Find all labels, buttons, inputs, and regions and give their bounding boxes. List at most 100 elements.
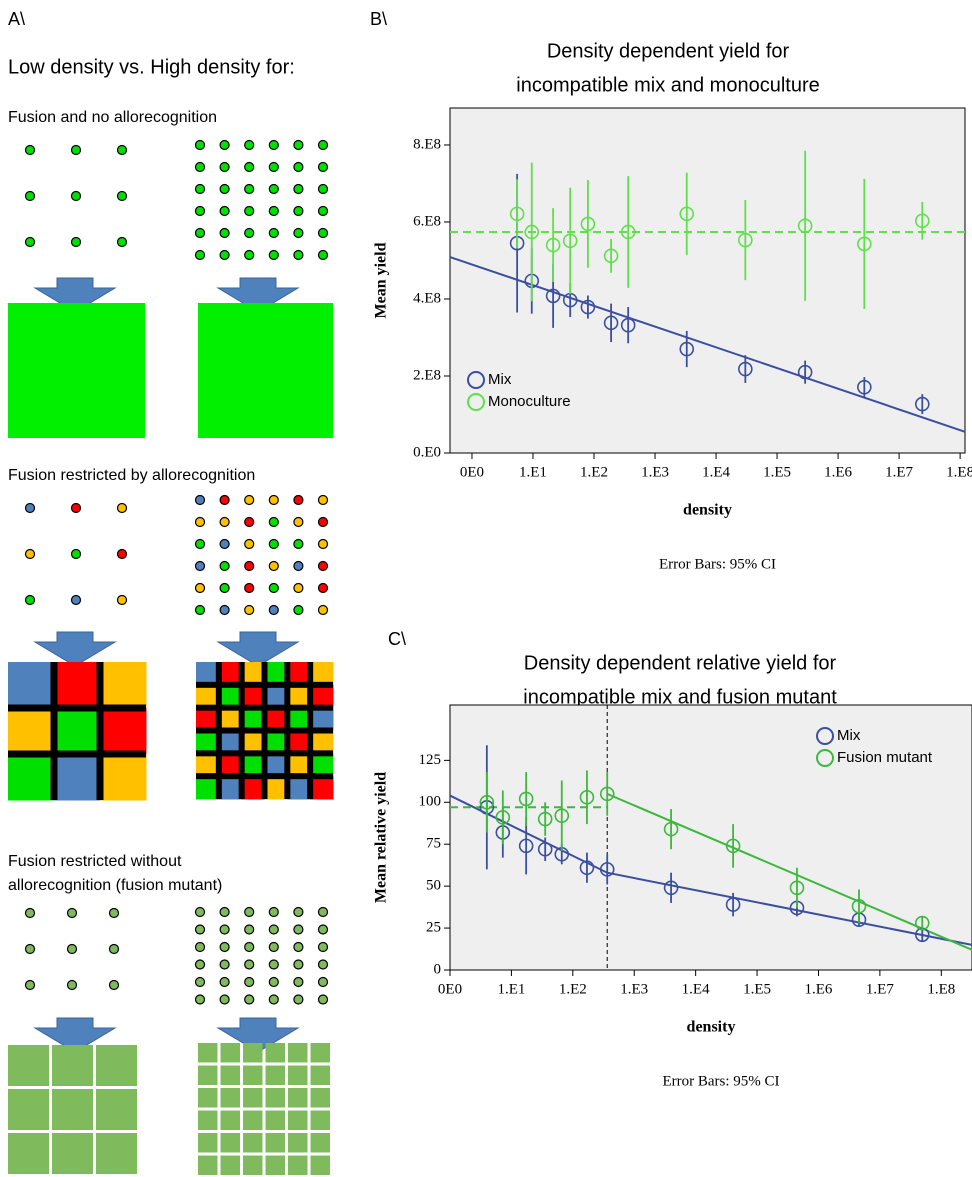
cell-dot [66,943,78,955]
data-point [851,898,867,914]
cell-dot [116,190,128,202]
y-tick-label: 0 [434,961,442,977]
data-point [545,288,561,304]
cell-dot [268,183,279,195]
cell-dot [268,906,279,918]
colony-patch [287,776,311,800]
data-point [479,794,495,810]
cell-dot [317,604,329,616]
colony-tile [243,1088,263,1108]
cell-dot [194,582,206,594]
chart-title: incompatible mix and fusion mutant [523,686,837,708]
colony-tile [96,1089,137,1130]
colony-patch [287,662,311,686]
cell-dot [70,594,82,606]
cell-dot [194,906,206,918]
data-point [663,880,679,896]
panel-label: A\ [8,9,25,29]
legend-marker [816,749,834,767]
colony-tile [288,1155,308,1175]
colony-patch [8,708,55,755]
x-tick-label: 1.E7 [866,981,894,997]
data-point [518,791,534,807]
arrow [33,631,117,667]
arrow [216,631,300,667]
cell-dot [268,941,279,953]
cell-dot [268,604,279,616]
colony-patch [241,707,265,731]
x-tick-label: 1.E3 [620,981,648,997]
colony-tile [52,1133,93,1174]
cell-dot [293,994,304,1005]
cell-dot [268,227,279,239]
colony-patch [264,730,288,754]
data-point [857,379,872,395]
cell-dot [194,139,206,151]
cell-dot [194,560,206,572]
colony-patch [218,753,243,777]
colony [198,303,333,438]
colony-tile [8,1133,49,1174]
legend-marker [816,727,834,745]
data-point [914,915,930,931]
colony-tile [220,1155,240,1175]
data-point [580,299,596,315]
data-point [679,206,695,222]
chart-note: Error Bars: 95% CI [662,1073,779,1089]
cell-dot [194,205,206,217]
x-tick-label: 1.E8 [946,464,972,480]
colony-patch [264,684,288,709]
colony-patch [8,662,55,709]
cell-dot [293,924,304,935]
section-title: Fusion restricted without [8,853,182,870]
cell-dot [317,941,329,953]
x-axis-label: density [683,502,732,519]
cell-dot [194,959,206,970]
x-tick-label: 1.E4 [702,464,730,480]
cell-dot [219,994,230,1005]
colony-patch [196,730,220,754]
colony-patch [310,662,334,686]
cell-dot [244,976,255,988]
cell-dot [317,227,329,239]
cell-dot [293,249,304,261]
colony-patch [218,730,243,754]
colony-patch [241,662,265,686]
colony-tile [310,1133,330,1153]
colony-tile [52,1045,93,1086]
legend-label: Monoculture [488,393,571,410]
arrow [33,277,117,313]
cell-dot [70,548,82,560]
colony-tile [198,1133,218,1153]
colony-patch [218,662,243,686]
cell-dot [66,907,78,919]
data-point [857,236,872,252]
colony-patch [310,730,334,754]
colony-patch [287,707,311,731]
panel-label: B\ [370,9,387,29]
cell-dot [293,139,304,151]
cell-dot [293,183,304,195]
cell-dot [268,139,279,151]
y-tick-label: 0.E0 [413,444,441,460]
cell-dot [108,943,120,955]
colony-patch [241,730,265,754]
chart-note: Error Bars: 95% CI [659,556,776,572]
data-point [599,862,615,877]
colony-tile [52,1089,93,1130]
y-tick-label: 2.E8 [413,367,441,383]
colony-tile [310,1043,330,1063]
cell-dot [116,594,128,606]
cell-dot [293,161,304,173]
cell-dot [268,161,279,173]
x-tick-label: 1.E4 [682,981,710,997]
colony-tile [198,1110,218,1130]
arrow [33,1017,117,1053]
colony-patch [241,776,265,800]
cell-dot [293,582,304,594]
colony-patch [264,707,288,731]
x-tick-label: 1.E2 [559,981,587,997]
colony-tile [243,1065,263,1085]
cell-dot [219,906,230,918]
colony-patch [196,776,220,800]
